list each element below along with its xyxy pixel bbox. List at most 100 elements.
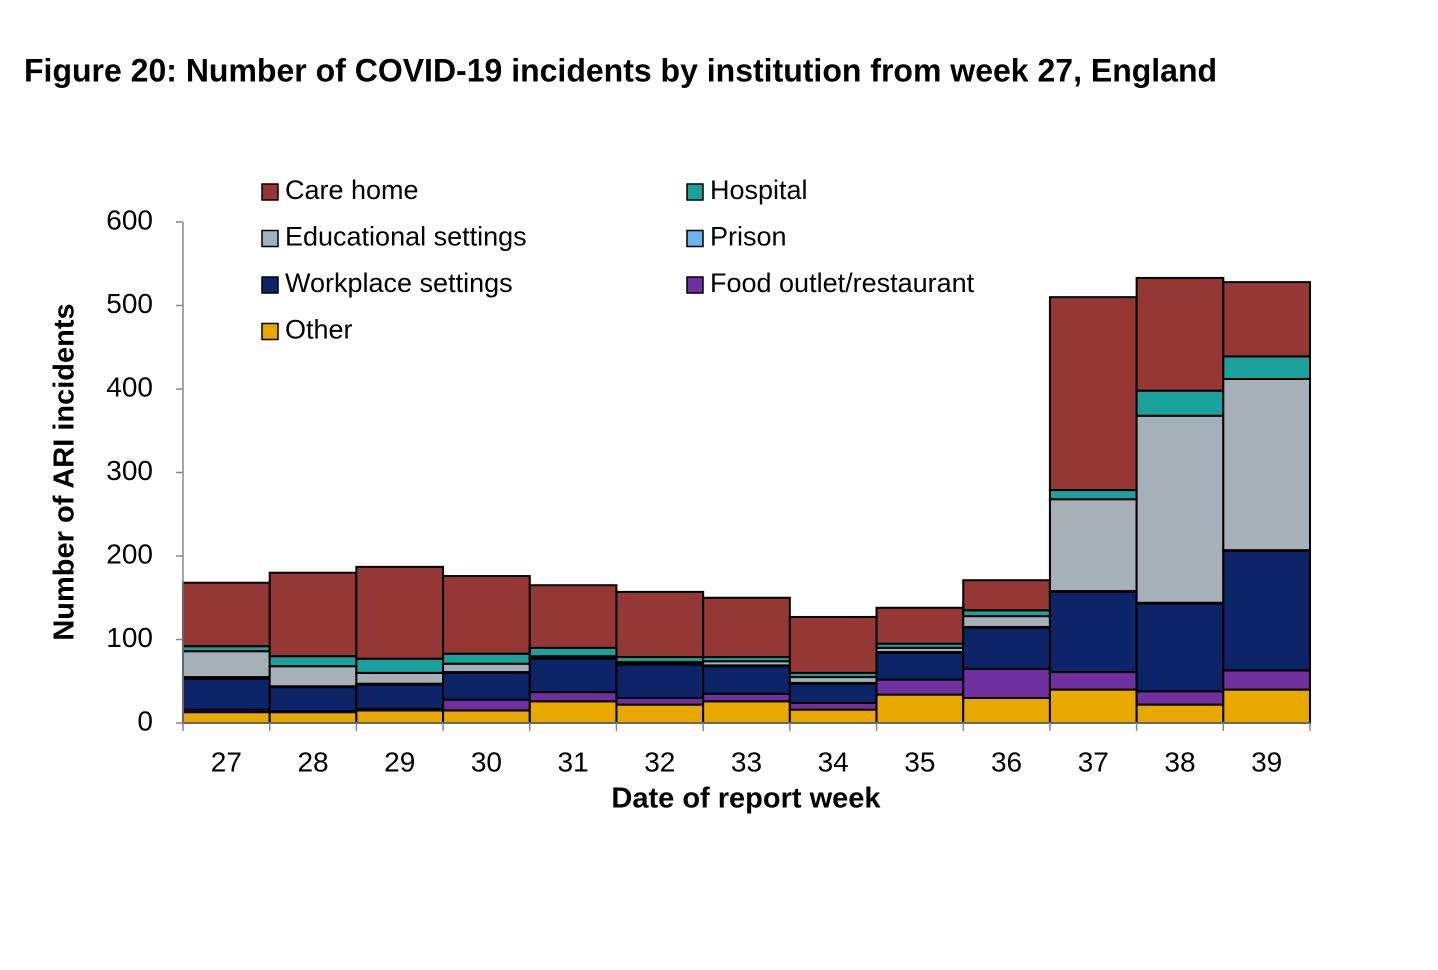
y-tick-label: 500: [106, 288, 153, 319]
x-tick-label: 39: [1251, 746, 1282, 777]
y-tick-label: 100: [106, 622, 153, 653]
y-tick-label: 300: [106, 455, 153, 486]
bar-segment: [442, 662, 531, 674]
legend-swatch: [686, 229, 704, 248]
bar-segment: [268, 655, 358, 668]
bar-segment: [355, 657, 445, 674]
x-tick-label: 30: [471, 746, 502, 777]
y-tick-label: 400: [106, 371, 153, 402]
bar-segment: [702, 596, 791, 659]
bar-segment: [442, 671, 531, 701]
bar-segment: [268, 571, 358, 658]
bar-segment: [528, 646, 618, 658]
bar-segment: [962, 696, 1051, 725]
bar-segment: [442, 652, 531, 665]
bar-segment: [788, 615, 878, 674]
bar-segment: [1048, 671, 1138, 691]
bar-segment: [442, 709, 531, 724]
x-axis-label: Date of report week: [611, 783, 881, 815]
x-tick-label: 32: [644, 746, 675, 777]
y-tick-label: 600: [106, 204, 153, 235]
y-tick-label: 200: [106, 538, 153, 569]
bar-segment: [1048, 489, 1138, 501]
bar-segment: [702, 700, 791, 724]
bar-segment: [1048, 498, 1138, 593]
bar-segment: [1222, 377, 1312, 552]
chart-title: Figure 20: Number of COVID-19 incidents …: [24, 52, 1217, 88]
legend-label: Food outlet/restaurant: [710, 268, 975, 298]
bar-segment: [702, 665, 791, 695]
bar-segment: [615, 696, 705, 706]
bar-segment: [875, 651, 965, 681]
bar-segment: [182, 677, 271, 711]
bar-segment: [528, 700, 618, 724]
bar-segment: [268, 665, 358, 688]
x-tick-label: 27: [211, 746, 242, 777]
bar-segment: [442, 698, 531, 712]
bar-segment: [788, 682, 878, 704]
bar-segment: [875, 678, 965, 696]
y-tick-label: 0: [137, 705, 153, 736]
bar-segment: [1135, 414, 1225, 604]
legend-label: Care home: [285, 175, 419, 205]
bar-segment: [1135, 703, 1225, 725]
bar-segment: [442, 575, 531, 655]
bar-segment: [962, 626, 1051, 670]
bar-segment: [1048, 688, 1138, 724]
bar-segment: [355, 565, 445, 660]
bar-segment: [615, 663, 705, 699]
bar-segment: [1048, 296, 1138, 492]
bar-segment: [788, 708, 878, 725]
legend-swatch: [261, 183, 279, 201]
bar-segment: [182, 650, 271, 679]
bar-segment: [355, 683, 445, 710]
legend-label: Educational settings: [285, 222, 527, 252]
bar-segment: [355, 709, 445, 724]
bar-segment: [615, 703, 705, 725]
bar-segment: [182, 581, 271, 648]
bar-segment: [355, 671, 445, 685]
bar-segment: [268, 686, 358, 713]
legend-swatch: [261, 276, 279, 294]
bar-segment: [702, 692, 791, 703]
legend-swatch: [686, 276, 704, 294]
bar-segment: [1222, 281, 1312, 358]
x-tick-label: 31: [558, 746, 589, 777]
bar-segment: [875, 693, 965, 724]
bar-segment: [615, 590, 705, 659]
legend-label: Workplace settings: [285, 268, 513, 298]
bar-segment: [962, 579, 1051, 612]
legend-label: Other: [285, 315, 353, 345]
legend-swatch: [686, 183, 704, 201]
bar-segment: [1135, 690, 1225, 706]
bar-segment: [1222, 355, 1312, 380]
bar-segment: [1135, 602, 1225, 693]
x-tick-label: 36: [991, 746, 1022, 777]
legend-label: Hospital: [710, 175, 808, 205]
bar-segment: [1048, 590, 1138, 674]
bar-segment: [788, 701, 878, 711]
bar-segment: [528, 657, 618, 694]
legend-label: Prison: [710, 222, 787, 252]
x-tick-label: 34: [818, 746, 849, 777]
bar-segment: [962, 667, 1051, 699]
legend-swatch: [261, 322, 279, 341]
y-axis-label: Number of ARI incidents: [49, 303, 81, 640]
bar-segment: [962, 615, 1051, 628]
x-tick-label: 38: [1164, 746, 1195, 777]
bar-segment: [528, 584, 618, 649]
bar-segment: [182, 711, 271, 725]
bar-segment: [875, 606, 965, 645]
bar-segment: [1222, 669, 1312, 691]
x-tick-label: 37: [1078, 746, 1109, 777]
x-tick-label: 35: [904, 746, 935, 777]
bar-segment: [268, 711, 358, 725]
bar-segment: [1135, 276, 1225, 392]
x-tick-label: 33: [731, 746, 762, 777]
bar-segment: [1222, 549, 1312, 672]
bar-segment: [1135, 389, 1225, 417]
x-tick-label: 29: [384, 746, 415, 777]
legend-swatch: [261, 229, 279, 248]
bar-segment: [528, 691, 618, 703]
